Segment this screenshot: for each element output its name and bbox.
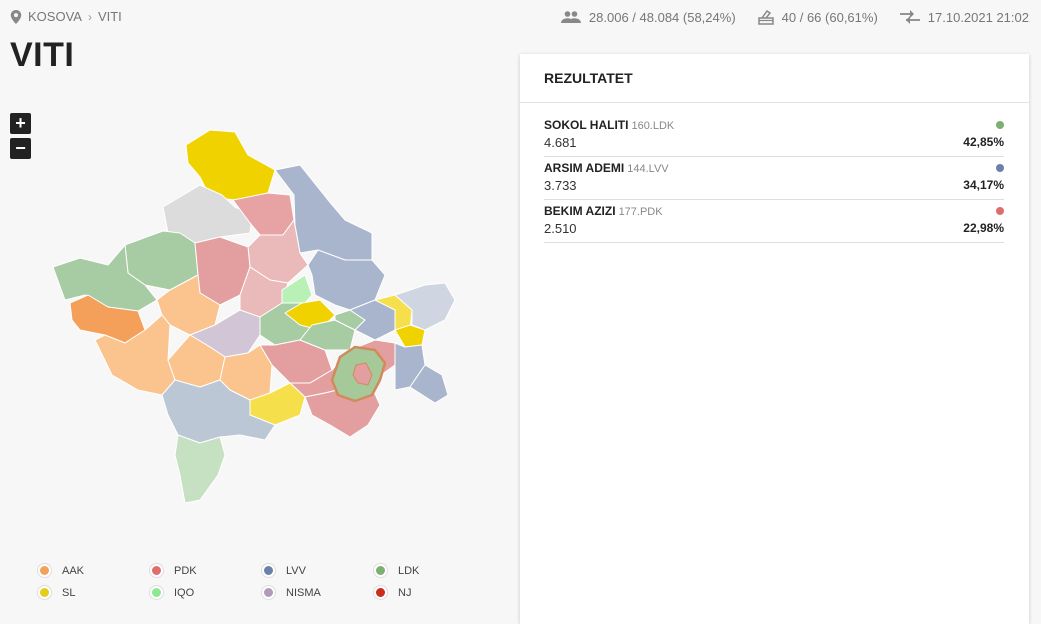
legend-label: LVV bbox=[286, 564, 306, 577]
updated-stat: 17.10.2021 21:02 bbox=[899, 9, 1029, 25]
candidate-votes: 3.733 bbox=[544, 178, 577, 193]
people-icon bbox=[560, 11, 581, 23]
page-title: VITI bbox=[10, 36, 75, 74]
candidate-name: ARSIM ADEMI bbox=[544, 161, 625, 175]
voters-stat: 28.006 / 48.084 (58,24%) bbox=[560, 9, 736, 25]
breadcrumb: KOSOVA › VITI bbox=[10, 9, 122, 24]
legend-label: PDK bbox=[174, 564, 197, 577]
legend-item-nj[interactable]: NJ bbox=[374, 586, 411, 599]
legend-item-ldk[interactable]: LDK bbox=[374, 564, 419, 577]
region-gjakove[interactable] bbox=[94, 314, 176, 396]
legend-dot-ldk bbox=[374, 564, 387, 577]
zoom-in-button[interactable]: + bbox=[10, 113, 31, 134]
region-peje[interactable] bbox=[52, 244, 158, 312]
updated-time: 17.10.2021 21:02 bbox=[927, 9, 1029, 25]
legend-item-nisma[interactable]: NISMA bbox=[262, 586, 321, 599]
legend-item-sl[interactable]: SL bbox=[38, 586, 75, 599]
candidate-name: SOKOL HALITI bbox=[544, 118, 629, 132]
legend-label: AAK bbox=[62, 564, 85, 577]
breadcrumb-root[interactable]: KOSOVA bbox=[28, 9, 82, 24]
zoom-out-button[interactable]: − bbox=[10, 138, 31, 159]
candidate-percentage: 42,85% bbox=[963, 135, 1004, 149]
legend-dot-pdk bbox=[150, 564, 163, 577]
stations-count: 40 / 66 (60,61%) bbox=[781, 9, 878, 25]
legend-label: NJ bbox=[398, 586, 412, 599]
legend-dot-sl bbox=[38, 586, 51, 599]
legend-item-pdk[interactable]: PDK bbox=[150, 564, 197, 577]
legend-label: NISMA bbox=[286, 586, 321, 599]
candidate-percentage: 34,17% bbox=[963, 178, 1004, 192]
sync-arrows-icon bbox=[899, 10, 920, 24]
candidate-votes: 4.681 bbox=[544, 135, 577, 150]
region-dragash[interactable] bbox=[174, 434, 226, 504]
candidate-percentage: 22,98% bbox=[963, 221, 1004, 235]
party-color-dot bbox=[996, 164, 1004, 172]
candidate-name-row: SOKOL HALITI 160.LDK bbox=[544, 118, 674, 132]
region-iqo-zone[interactable] bbox=[281, 274, 313, 304]
legend-item-aak[interactable]: AAK bbox=[38, 564, 84, 577]
breadcrumb-separator: › bbox=[87, 9, 92, 24]
candidate-votes: 2.510 bbox=[544, 221, 577, 236]
top-bar: KOSOVA › VITI 28.006 / 48.084 (58,24%) 4… bbox=[0, 0, 1041, 34]
ballot-box-icon bbox=[757, 9, 774, 25]
kosovo-map[interactable] bbox=[50, 125, 460, 510]
legend-dot-nisma bbox=[262, 586, 275, 599]
party-color-dot bbox=[996, 207, 1004, 215]
result-row[interactable]: SOKOL HALITI 160.LDK 4.681 42,85% bbox=[544, 118, 1004, 157]
results-panel-header: REZULTATET bbox=[520, 54, 1029, 103]
legend-dot-iqo bbox=[150, 586, 163, 599]
location-pin-icon bbox=[10, 9, 22, 24]
legend-dot-nj bbox=[374, 586, 387, 599]
candidate-list-number: 144.LVV bbox=[627, 163, 669, 175]
party-color-dot bbox=[996, 121, 1004, 129]
legend-item-lvv[interactable]: LVV bbox=[262, 564, 306, 577]
candidate-name: BEKIM AZIZI bbox=[544, 204, 616, 218]
legend-label: LDK bbox=[398, 564, 420, 577]
legend-item-iqo[interactable]: IQO bbox=[150, 586, 194, 599]
breadcrumb-current: VITI bbox=[97, 9, 122, 24]
candidate-name-row: ARSIM ADEMI 144.LVV bbox=[544, 161, 669, 175]
legend-label: IQO bbox=[174, 586, 195, 599]
candidate-name-row: BEKIM AZIZI 177.PDK bbox=[544, 204, 663, 218]
legend-label: SL bbox=[62, 586, 76, 599]
voters-count: 28.006 / 48.084 (58,24%) bbox=[588, 9, 736, 25]
candidate-list-number: 160.LDK bbox=[631, 120, 675, 132]
region-kamenice-north[interactable] bbox=[394, 282, 456, 331]
results-panel: REZULTATET SOKOL HALITI 160.LDK 4.681 42,… bbox=[520, 54, 1029, 624]
legend-dot-aak bbox=[38, 564, 51, 577]
result-row[interactable]: ARSIM ADEMI 144.LVV 3.733 34,17% bbox=[544, 161, 1004, 200]
stats-bar: 28.006 / 48.084 (58,24%) 40 / 66 (60,61%… bbox=[539, 9, 1029, 25]
stations-stat: 40 / 66 (60,61%) bbox=[757, 9, 878, 25]
result-row[interactable]: BEKIM AZIZI 177.PDK 2.510 22,98% bbox=[544, 204, 1004, 243]
region-kamenice-south[interactable] bbox=[409, 364, 449, 404]
region-viti-center[interactable] bbox=[352, 362, 373, 386]
legend-dot-lvv bbox=[262, 564, 275, 577]
region-kamenice-sl[interactable] bbox=[394, 324, 426, 348]
results-title: REZULTATET bbox=[544, 70, 633, 86]
candidate-list-number: 177.PDK bbox=[618, 206, 663, 218]
